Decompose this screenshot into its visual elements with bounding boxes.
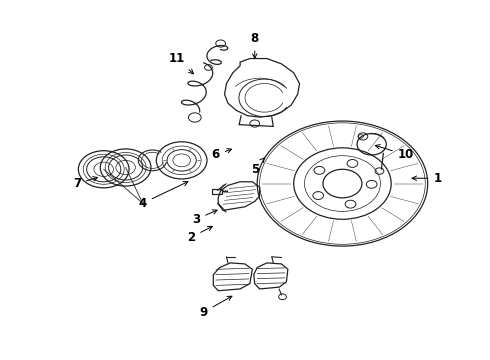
Text: 10: 10 xyxy=(375,145,414,162)
Text: 9: 9 xyxy=(199,296,232,319)
Text: 5: 5 xyxy=(250,158,265,176)
Text: 3: 3 xyxy=(192,210,217,226)
Text: 7: 7 xyxy=(73,177,98,190)
Text: 2: 2 xyxy=(187,226,212,244)
Text: 8: 8 xyxy=(250,32,259,58)
Text: 1: 1 xyxy=(412,172,441,185)
Text: 11: 11 xyxy=(169,52,194,74)
Text: 4: 4 xyxy=(139,181,188,210)
Text: 6: 6 xyxy=(212,148,232,162)
